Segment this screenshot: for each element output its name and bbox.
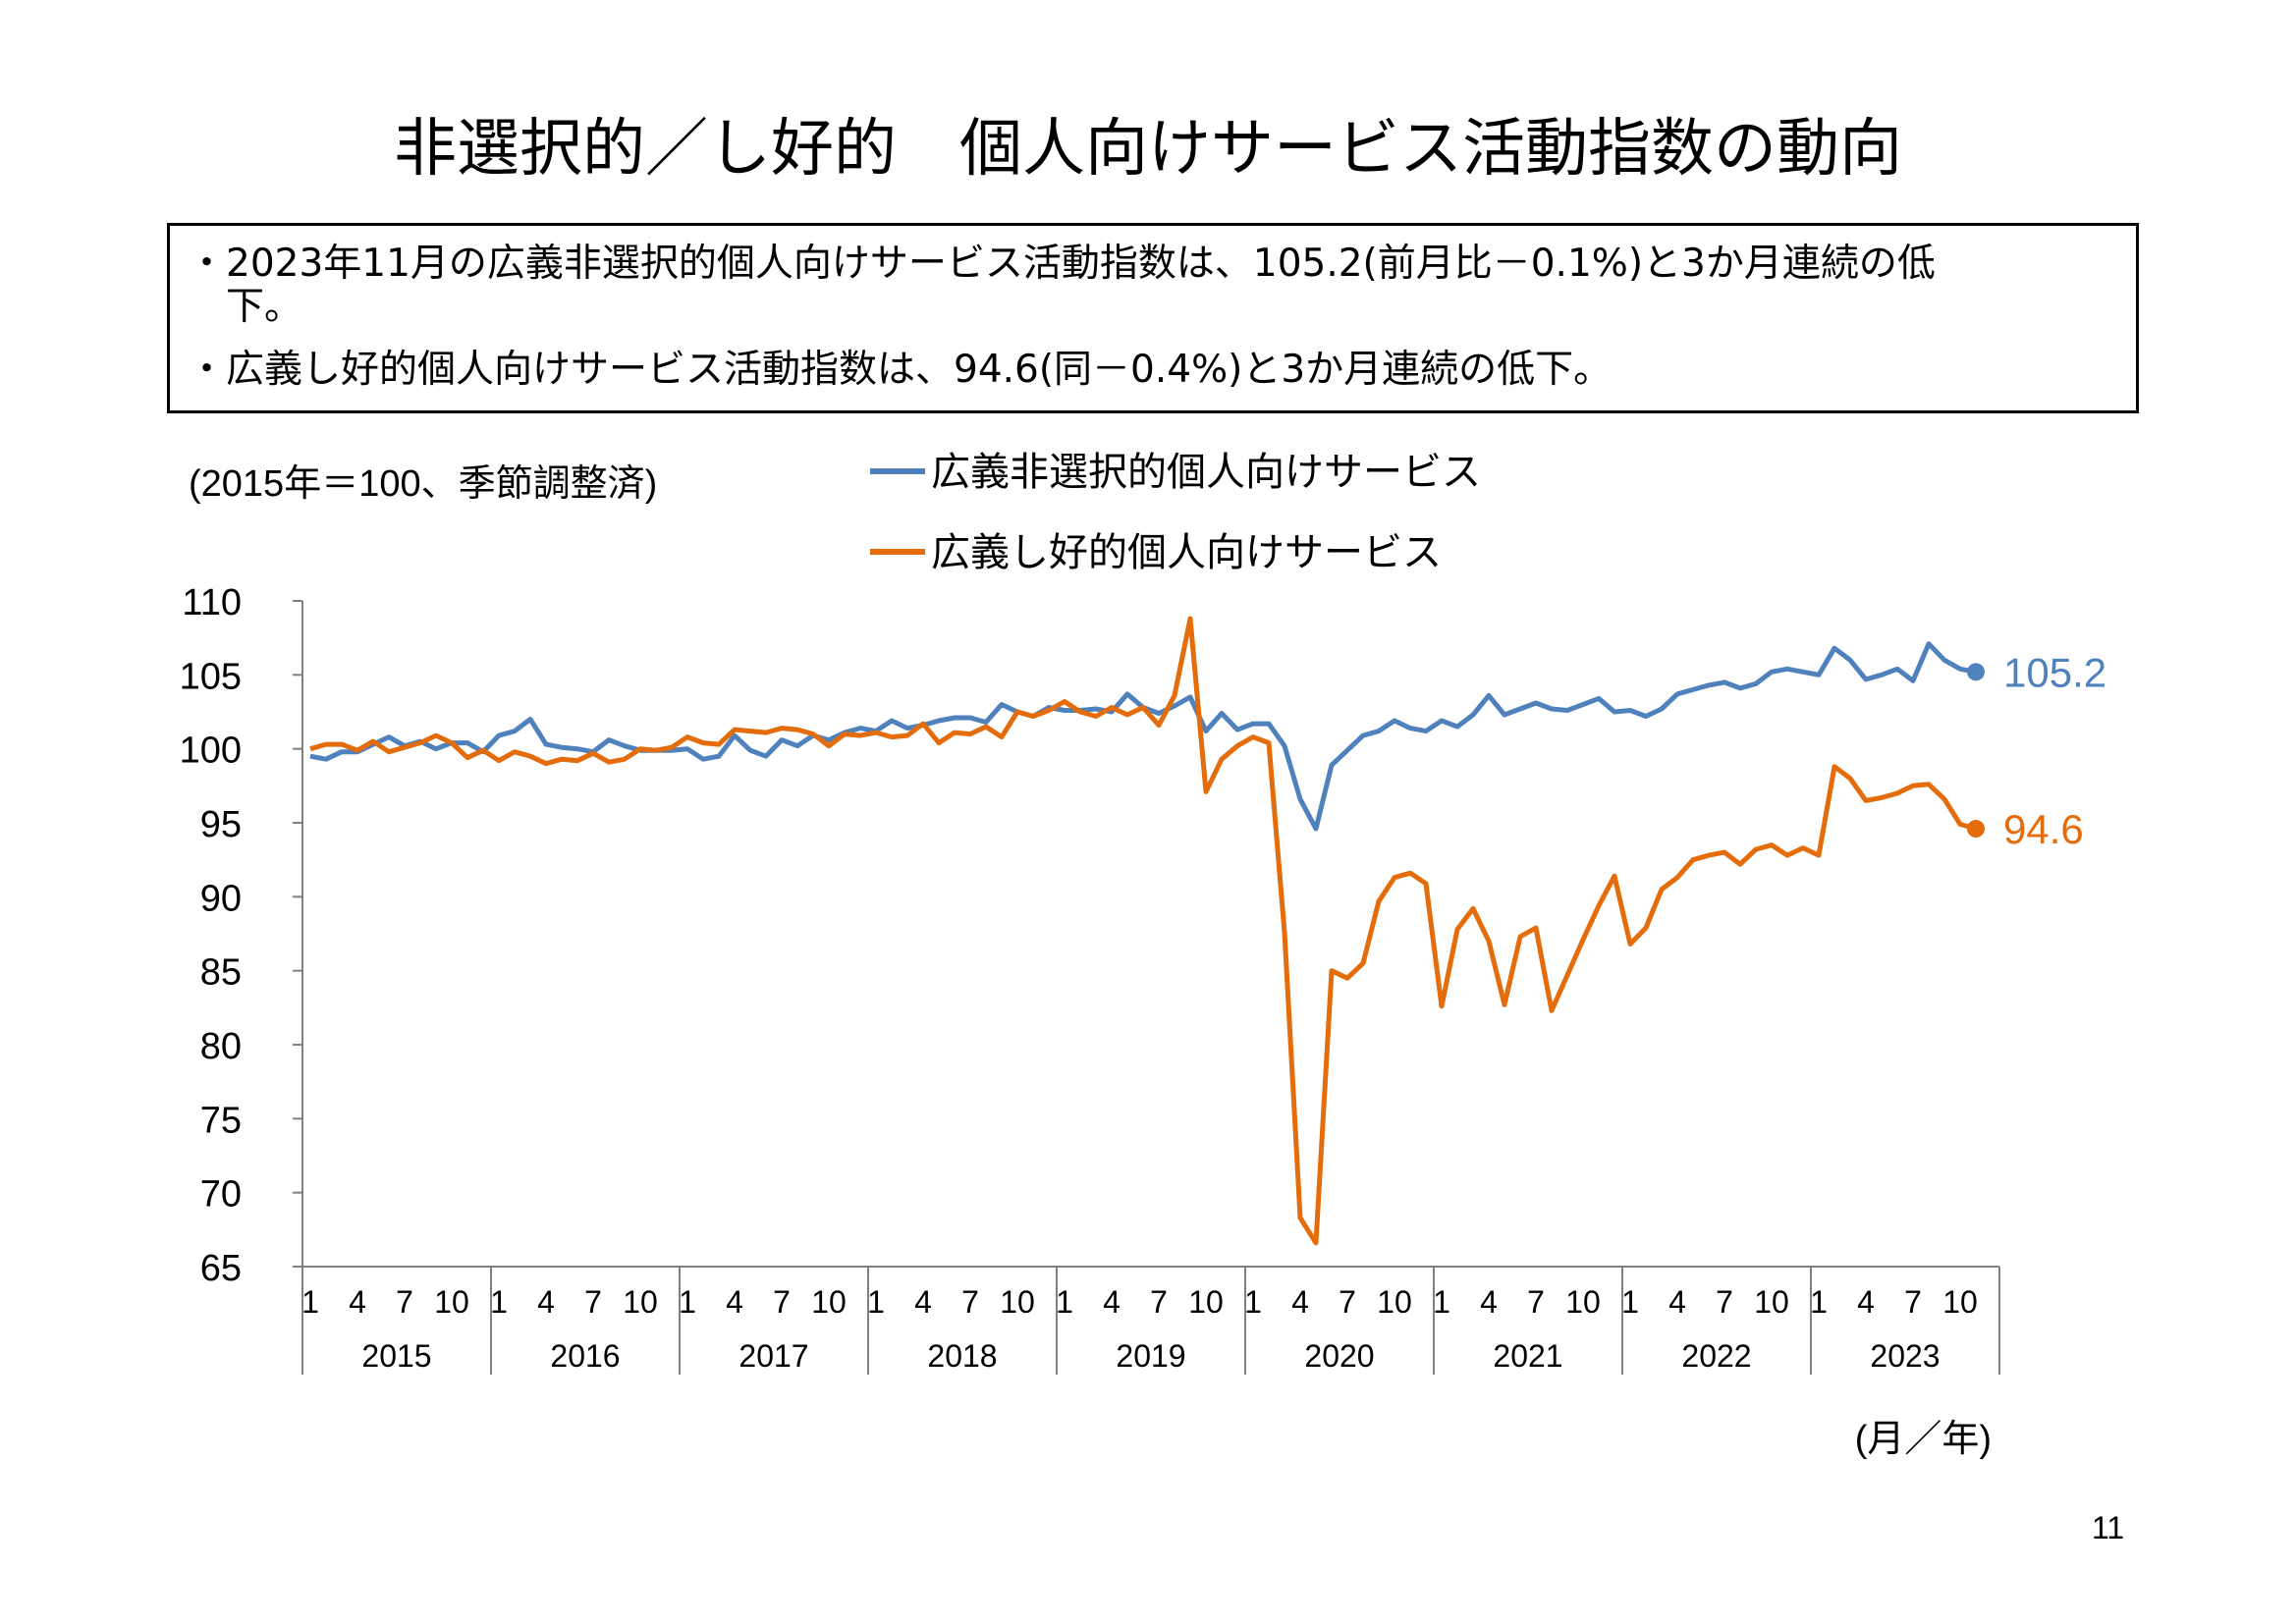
x-month-label: 7 [1716, 1284, 1733, 1320]
x-month-label: 1 [867, 1284, 885, 1320]
y-tick-label: 85 [200, 952, 242, 994]
x-month-label: 4 [914, 1284, 932, 1320]
y-tick-label: 70 [200, 1174, 242, 1216]
x-month-label: 4 [1668, 1284, 1686, 1320]
y-tick-label: 100 [180, 731, 242, 772]
x-month-label: 10 [1754, 1284, 1789, 1320]
x-month-label: 10 [1565, 1284, 1601, 1320]
y-tick-label: 95 [200, 804, 242, 845]
y-tick-label: 80 [200, 1026, 242, 1067]
x-month-label: 4 [1857, 1284, 1875, 1320]
x-month-label: 7 [773, 1284, 791, 1320]
x-month-label: 4 [726, 1284, 743, 1320]
y-tick-label: 110 [182, 582, 242, 623]
x-month-label: 7 [1527, 1284, 1545, 1320]
series-end-label-2: 94.6 [2003, 806, 2084, 852]
legend-label-1: 広義非選択的個人向けサービス [931, 451, 1481, 494]
x-year-label: 2018 [927, 1338, 997, 1374]
x-month-label: 4 [1103, 1284, 1121, 1320]
x-month-label: 1 [1244, 1284, 1262, 1320]
x-year-label: 2020 [1304, 1338, 1374, 1374]
x-month-label: 10 [1000, 1284, 1035, 1320]
x-year-label: 2022 [1681, 1338, 1751, 1374]
x-year-label: 2016 [550, 1338, 620, 1374]
x-month-label: 1 [1433, 1284, 1450, 1320]
x-month-label: 1 [1621, 1284, 1639, 1320]
series-end-point-2 [1967, 820, 1985, 839]
x-month-label: 7 [584, 1284, 602, 1320]
x-month-label: 1 [1810, 1284, 1828, 1320]
x-month-label: 4 [1291, 1284, 1309, 1320]
x-month-label: 7 [396, 1284, 413, 1320]
x-year-label: 2021 [1493, 1338, 1562, 1374]
x-month-label: 1 [679, 1284, 696, 1320]
x-year-label: 2019 [1116, 1338, 1185, 1374]
page-number: 11 [2092, 1510, 2125, 1545]
summary-bullet-1: ・2023年11月の広義非選択的個人向けサービス活動指数は、105.2(前月比－… [188, 242, 1936, 286]
summary-box: ・2023年11月の広義非選択的個人向けサービス活動指数は、105.2(前月比－… [167, 223, 2139, 413]
x-axis-unit-label: (月／年) [1855, 1419, 1992, 1460]
page-title: 非選択的／し好的 個人向けサービス活動指数の動向 [394, 113, 1902, 186]
x-month-label: 7 [1150, 1284, 1168, 1320]
x-month-label: 1 [490, 1284, 508, 1320]
summary-bullet-1-continued: 下。 [188, 285, 303, 329]
series-end-label-1: 105.2 [2003, 649, 2106, 695]
x-month-label: 4 [349, 1284, 366, 1320]
series-line-1 [309, 641, 1977, 832]
y-tick-label: 75 [200, 1100, 242, 1141]
x-year-label: 2015 [361, 1338, 431, 1374]
x-month-label: 10 [434, 1284, 469, 1320]
x-month-label: 4 [1480, 1284, 1498, 1320]
x-month-label: 10 [811, 1284, 847, 1320]
summary-bullet-2: ・広義し好的個人向けサービス活動指数は、94.6(同－0.4%)と3か月連続の低… [188, 348, 1613, 392]
y-tick-label: 105 [180, 656, 242, 697]
x-month-label: 10 [1942, 1284, 1978, 1320]
legend-label-2: 広義し好的個人向けサービス [931, 531, 1442, 574]
x-month-label: 4 [537, 1284, 555, 1320]
x-month-label: 7 [1339, 1284, 1356, 1320]
y-tick-label: 65 [200, 1248, 242, 1289]
x-year-label: 2023 [1870, 1338, 1940, 1374]
x-month-label: 1 [301, 1284, 319, 1320]
unit-note: (2015年＝100、季節調整済) [189, 463, 657, 505]
x-month-label: 10 [1377, 1284, 1412, 1320]
x-month-label: 7 [961, 1284, 979, 1320]
x-year-label: 2017 [738, 1338, 808, 1374]
series-line-2 [309, 616, 1977, 1246]
y-tick-label: 90 [200, 878, 242, 919]
x-month-label: 10 [623, 1284, 658, 1320]
x-month-label: 7 [1904, 1284, 1922, 1320]
x-month-label: 10 [1188, 1284, 1224, 1320]
series-end-point-1 [1967, 663, 1985, 681]
x-month-label: 1 [1056, 1284, 1073, 1320]
